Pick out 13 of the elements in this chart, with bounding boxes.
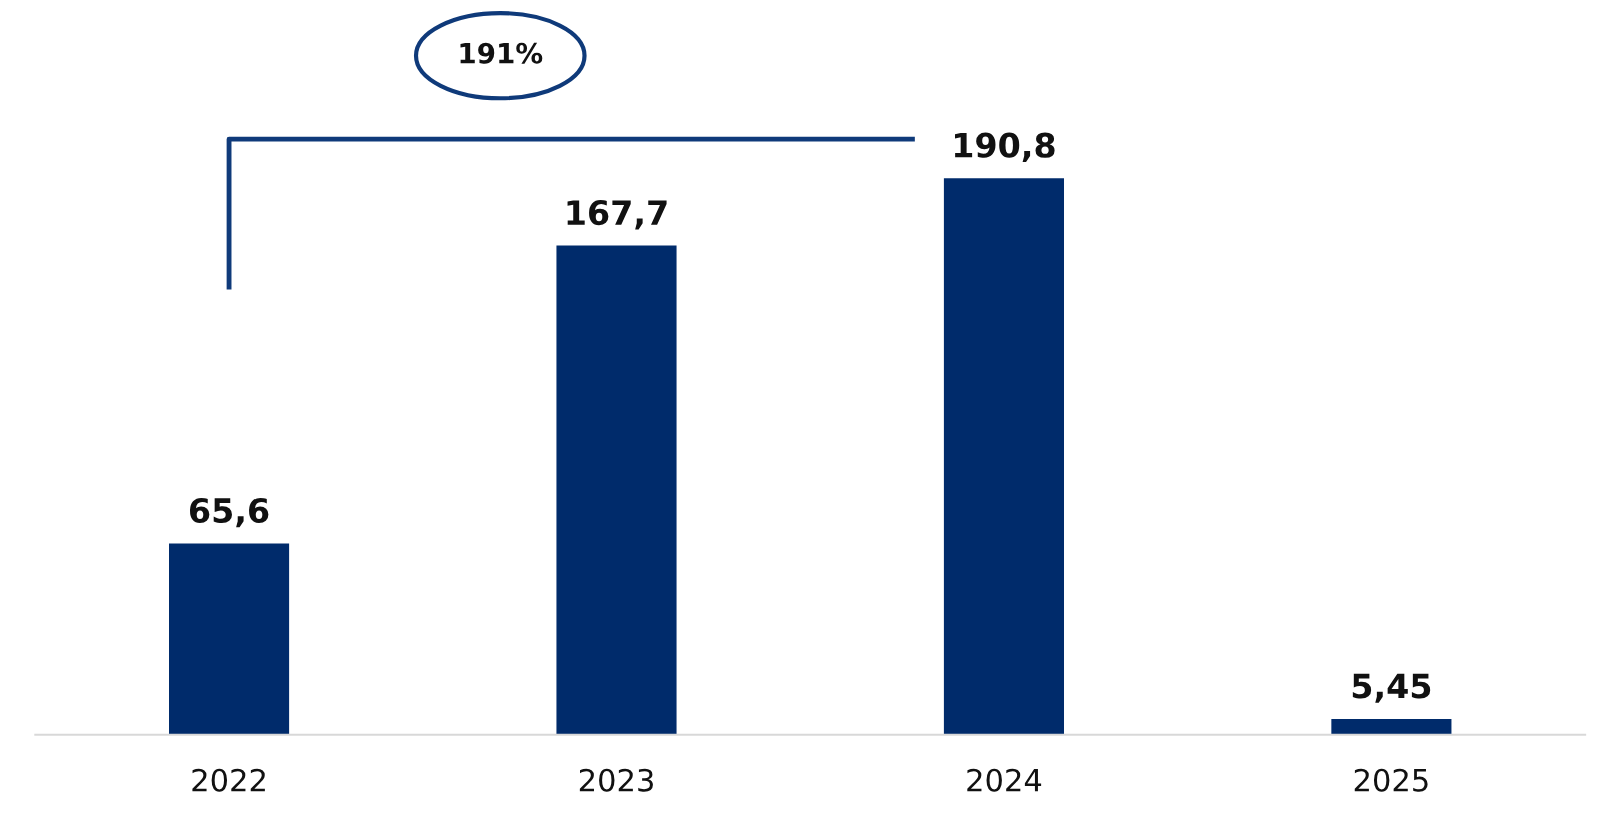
data-label: 167,7 bbox=[567, 200, 667, 230]
x-tick-label: 2024 bbox=[967, 768, 1042, 792]
data-label: 190,8 bbox=[955, 132, 1055, 163]
bar bbox=[169, 543, 290, 735]
bar bbox=[556, 245, 677, 735]
bar bbox=[1331, 718, 1452, 735]
x-tick-label: 2023 bbox=[579, 768, 653, 792]
text: 191% bbox=[460, 42, 543, 64]
data-label: 65,6 bbox=[190, 497, 269, 528]
bar bbox=[943, 178, 1065, 735]
x-tick-label: 2025 bbox=[1354, 768, 1428, 792]
data-label: 5,45 bbox=[1352, 673, 1431, 703]
x-tick-label: 2022 bbox=[192, 768, 265, 792]
